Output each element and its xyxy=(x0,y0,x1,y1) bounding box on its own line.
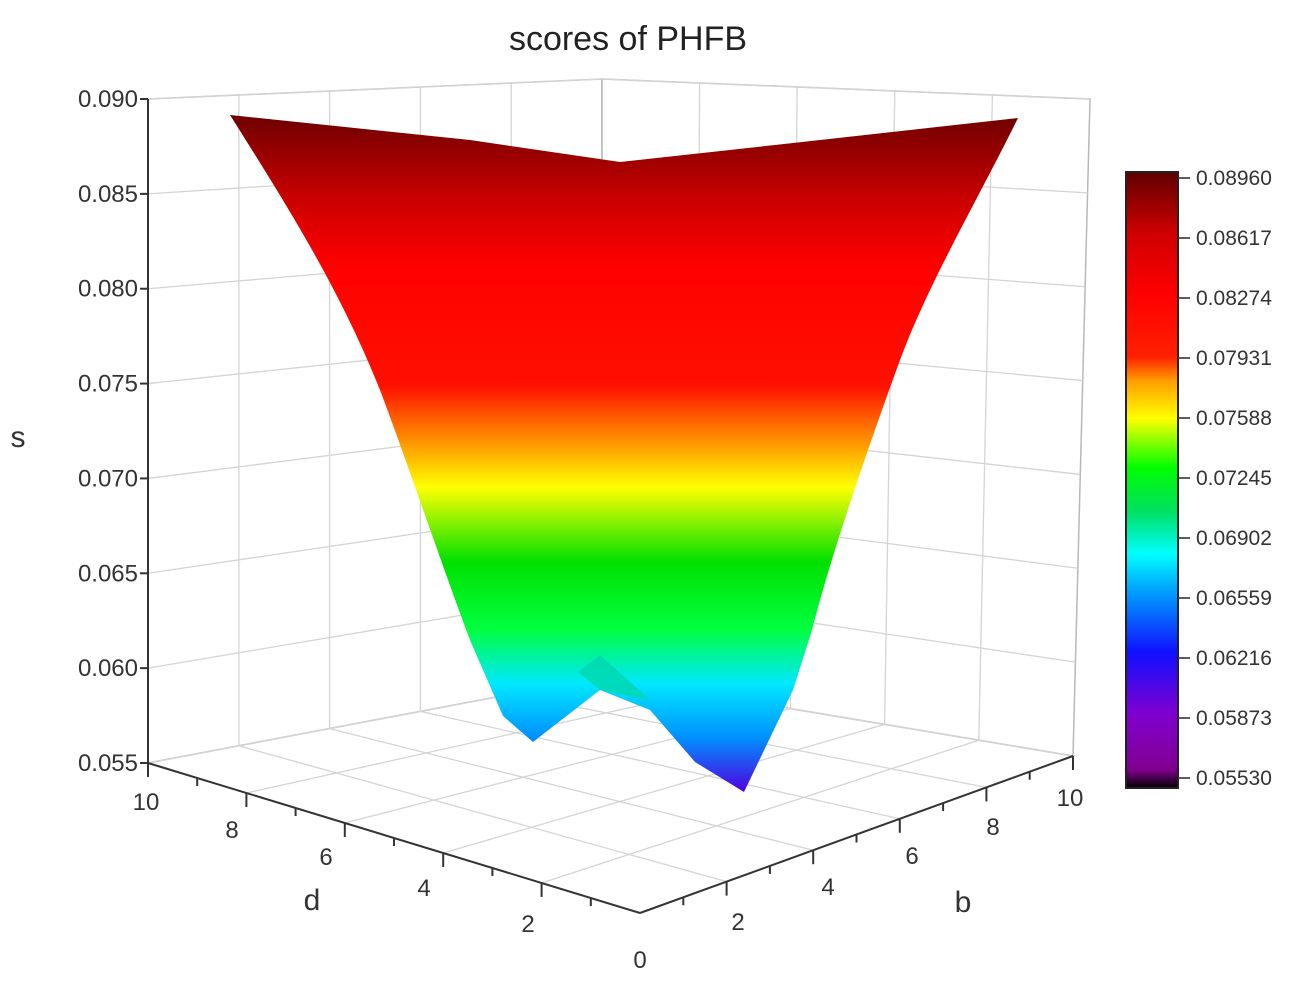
x-axis-label: d xyxy=(304,884,321,917)
colorbar-tick-label: 0.08274 xyxy=(1196,287,1272,310)
y-tick-label: 6 xyxy=(905,843,918,870)
colorbar-tick-label: 0.06216 xyxy=(1196,647,1272,670)
chart-title: scores of PHFB xyxy=(509,20,747,58)
colorbar-tick-label: 0.05530 xyxy=(1196,767,1272,790)
y-tick-label: 2 xyxy=(731,909,744,936)
colorbar-tick-label: 0.07245 xyxy=(1196,467,1272,490)
x-tick-label: 8 xyxy=(225,817,238,844)
z-gridline xyxy=(147,78,1091,100)
floor-gridline xyxy=(246,692,697,794)
colorbar-tick-label: 0.07588 xyxy=(1196,407,1272,430)
colorbar-tick-label: 0.06559 xyxy=(1196,587,1272,610)
x-tick-label: 10 xyxy=(133,789,160,816)
z-tick-label: 0.055 xyxy=(78,750,138,777)
floor-gridline xyxy=(420,710,900,820)
z-tick-label: 0.080 xyxy=(78,276,138,303)
tick-labels: 0.055 0.060 0.065 0.070 0.075 0.080 0.085 0.090… xyxy=(78,86,1083,974)
axes xyxy=(140,98,1074,914)
y-tick-label: 8 xyxy=(986,814,999,841)
z-tick-label: 0.075 xyxy=(78,371,138,398)
colorbar-tick-label: 0.06902 xyxy=(1196,527,1272,550)
x-tick-label: 6 xyxy=(319,844,332,871)
colorbar-tick-label: 0.07931 xyxy=(1196,347,1272,370)
z-tick-label: 0.090 xyxy=(78,86,138,113)
x-tick-label: 4 xyxy=(417,875,430,902)
colorbar-tick-label: 0.08960 xyxy=(1196,167,1272,190)
colorbar-tick-label: 0.05873 xyxy=(1196,707,1272,730)
y-axis-label: b xyxy=(955,886,972,919)
z-tick-label: 0.065 xyxy=(78,560,138,587)
y-tick-label: 10 xyxy=(1057,785,1084,812)
floor-gridline xyxy=(443,723,885,854)
colorbar-ticks: 0.05530 0.05873 0.06216 0.06559 0.06902 0.072… xyxy=(1178,167,1272,790)
z-tick-label: 0.085 xyxy=(78,181,138,208)
z-tick-label: 0.070 xyxy=(78,465,138,492)
surface-fold xyxy=(578,655,650,700)
z-axis-label: s xyxy=(11,421,26,454)
x-tick-label: 2 xyxy=(521,911,534,938)
y-tick-label: 0 xyxy=(633,947,646,974)
floor-gridline xyxy=(541,739,980,884)
colorbar xyxy=(1125,171,1179,789)
z-tick-label: 0.060 xyxy=(78,655,138,682)
surface xyxy=(230,115,1018,792)
wall-gridline xyxy=(978,94,994,741)
y-tick-label: 4 xyxy=(821,874,834,901)
floor-gridline xyxy=(238,745,727,883)
floor-gridline xyxy=(329,727,814,851)
colorbar-tick-label: 0.08617 xyxy=(1196,227,1272,250)
